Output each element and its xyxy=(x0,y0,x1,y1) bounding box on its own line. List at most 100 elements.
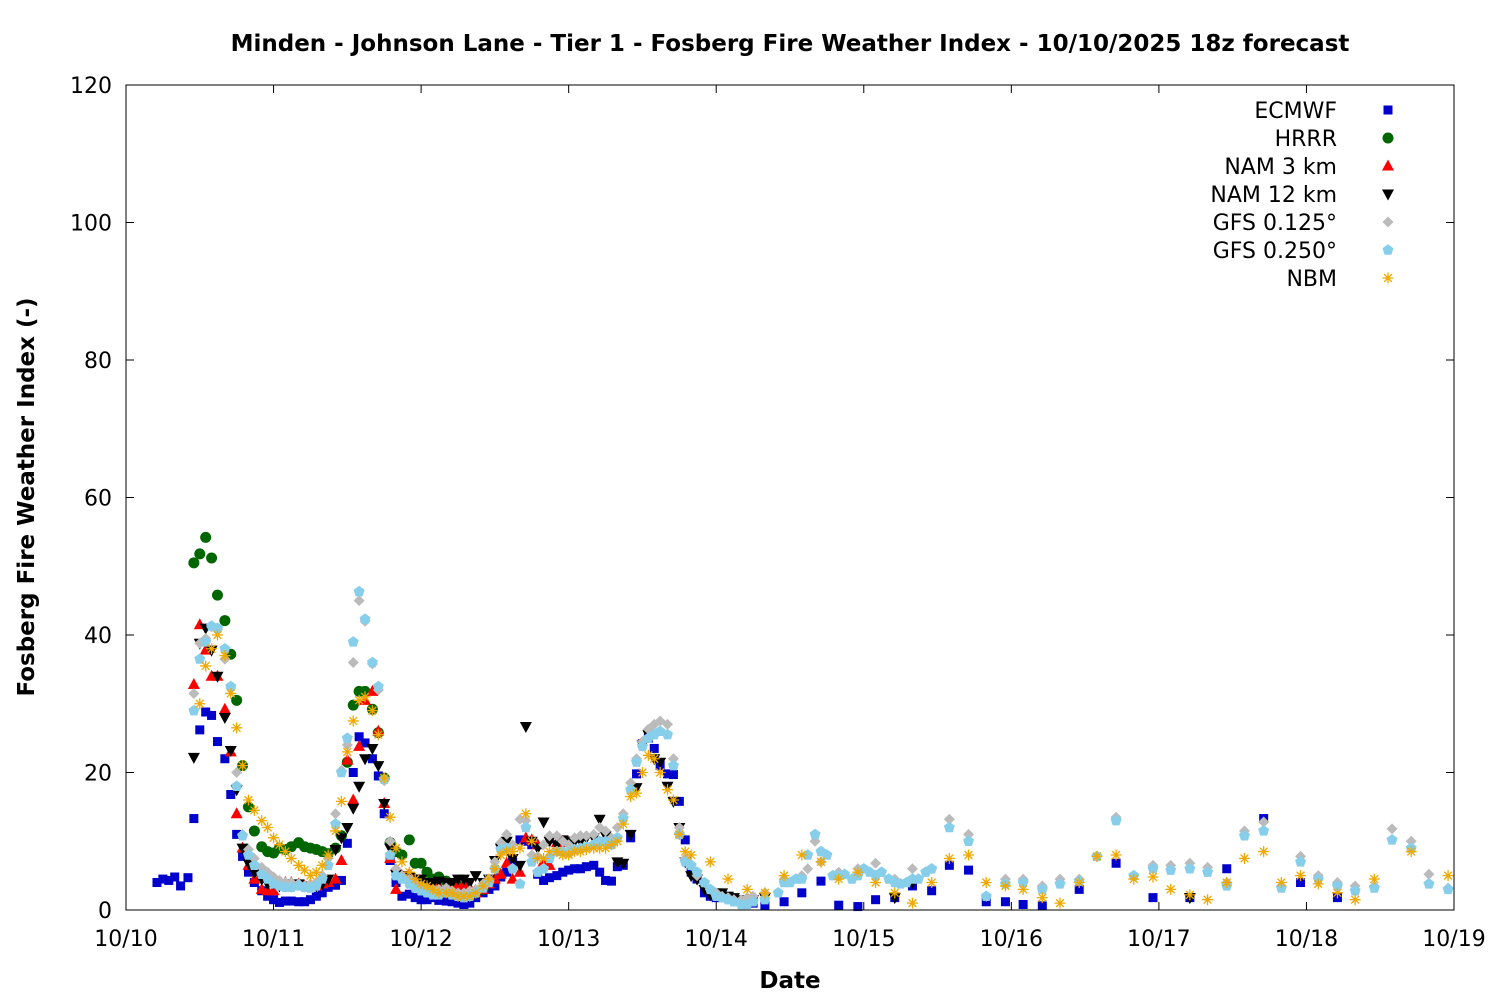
data-point xyxy=(211,589,223,601)
data-point xyxy=(760,900,770,910)
data-point xyxy=(300,897,310,907)
data-point xyxy=(470,887,482,899)
data-point xyxy=(722,873,734,885)
data-point xyxy=(248,859,260,870)
data-point xyxy=(514,878,526,889)
data-point xyxy=(1258,846,1270,858)
x-tick-label: 10/19 xyxy=(1422,927,1485,952)
data-point xyxy=(459,900,469,909)
data-point xyxy=(506,853,519,865)
data-point xyxy=(218,713,231,724)
data-point xyxy=(963,849,975,861)
data-point xyxy=(853,902,863,912)
data-point xyxy=(1073,877,1085,888)
data-point xyxy=(238,851,248,861)
data-point xyxy=(269,895,279,905)
data-point xyxy=(569,846,581,858)
data-point xyxy=(446,887,458,899)
data-point xyxy=(463,878,476,889)
data-point xyxy=(353,694,365,706)
data-point xyxy=(416,895,426,905)
data-point xyxy=(232,829,242,839)
data-point xyxy=(489,856,501,868)
y-tick-label: 80 xyxy=(84,349,112,374)
data-point xyxy=(262,822,274,833)
data-point xyxy=(305,895,315,905)
data-point xyxy=(248,825,260,837)
data-point xyxy=(796,849,808,861)
data-point xyxy=(201,707,211,717)
data-point xyxy=(514,842,526,854)
legend-marker xyxy=(1382,244,1394,255)
data-point xyxy=(211,622,223,633)
data-point xyxy=(372,680,384,692)
data-point xyxy=(409,873,421,885)
data-point xyxy=(871,895,881,905)
data-point xyxy=(200,660,212,672)
data-point xyxy=(685,849,697,861)
data-point xyxy=(673,828,685,840)
data-point xyxy=(520,821,532,833)
data-point xyxy=(359,691,371,703)
data-point xyxy=(194,653,206,664)
data-point xyxy=(285,852,297,864)
data-point xyxy=(211,671,224,683)
x-tick-label: 10/11 xyxy=(242,927,305,952)
data-point xyxy=(588,842,600,854)
data-point xyxy=(353,595,365,607)
data-point xyxy=(551,846,563,858)
data-point xyxy=(1295,870,1307,882)
data-point xyxy=(611,835,623,847)
data-point xyxy=(802,863,814,875)
data-point xyxy=(662,728,674,740)
data-point xyxy=(342,838,352,848)
data-point xyxy=(1110,814,1122,826)
data-point xyxy=(219,615,231,627)
data-point xyxy=(366,743,379,755)
data-point xyxy=(963,828,975,840)
data-point xyxy=(852,866,864,878)
data-point xyxy=(589,860,599,870)
data-point xyxy=(691,866,703,877)
data-point xyxy=(341,732,353,743)
data-point xyxy=(617,818,629,830)
data-point xyxy=(667,794,679,806)
data-point xyxy=(667,753,679,765)
data-point xyxy=(1128,873,1140,885)
data-point xyxy=(507,846,519,858)
data-point xyxy=(1368,882,1380,893)
data-point xyxy=(906,897,918,909)
data-point xyxy=(1423,878,1435,889)
data-point xyxy=(980,877,992,888)
data-point xyxy=(1111,858,1121,868)
data-point xyxy=(927,886,937,896)
data-point xyxy=(557,849,569,861)
data-point xyxy=(354,732,364,742)
data-point xyxy=(293,859,305,871)
data-point xyxy=(483,873,495,885)
data-point xyxy=(558,867,568,877)
data-point xyxy=(243,867,253,877)
data-point xyxy=(194,698,206,710)
data-point xyxy=(593,814,606,826)
data-point xyxy=(833,873,845,885)
data-point xyxy=(741,883,753,895)
data-point xyxy=(1423,868,1435,880)
data-point xyxy=(600,842,612,854)
data-point xyxy=(256,815,268,827)
data-point xyxy=(632,769,642,779)
y-tick-label: 60 xyxy=(84,487,112,512)
data-point xyxy=(1148,893,1158,903)
data-point xyxy=(391,878,401,887)
data-point xyxy=(378,772,390,784)
data-point xyxy=(673,822,685,833)
data-point xyxy=(353,585,365,597)
data-point xyxy=(410,893,420,903)
data-point xyxy=(1221,877,1233,888)
data-point xyxy=(500,856,513,868)
data-point xyxy=(1202,866,1214,877)
data-point xyxy=(195,725,205,735)
data-point xyxy=(367,754,377,764)
data-point xyxy=(631,756,643,767)
data-point xyxy=(980,890,992,901)
